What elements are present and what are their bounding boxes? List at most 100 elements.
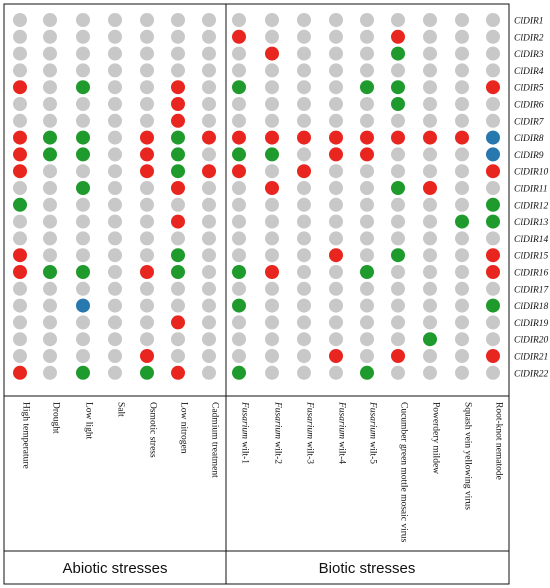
dot-cldir15-c1: [13, 248, 27, 263]
dot-cldir3-c8: [232, 46, 246, 61]
dot-cldir19-c16: [486, 315, 500, 330]
dot-cldir11-c14: [423, 181, 437, 195]
gene-label-cldir19: ClDIR19: [514, 319, 549, 329]
dot-cldir14-c7: [202, 231, 216, 246]
dot-cldir19-c14: [423, 315, 437, 330]
dot-cldir1-c14: [423, 13, 437, 27]
dot-cldir15-c11: [329, 248, 343, 263]
dot-cldir10-c13: [391, 164, 405, 179]
dot-cldir18-c13: [391, 298, 405, 313]
dot-cldir4-c16: [486, 63, 500, 78]
dot-cldir17-c2: [43, 281, 57, 296]
dot-cldir2-c1: [13, 29, 27, 44]
dot-cldir11-c1: [13, 181, 27, 195]
dot-cldir4-c14: [423, 63, 437, 78]
dot-cldir17-c13: [391, 281, 405, 296]
dot-cldir8-c16: [486, 130, 500, 145]
dot-cldir8-c15: [455, 130, 469, 145]
gene-label-cldir5: ClDIR5: [514, 84, 544, 94]
dot-cldir18-c1: [13, 298, 27, 313]
dot-cldir21-c10: [297, 349, 311, 363]
dot-cldir9-c2: [43, 147, 57, 162]
dot-cldir22-c13: [391, 365, 405, 380]
dot-cldir14-c9: [265, 231, 279, 246]
dot-cldir12-c9: [265, 197, 279, 212]
condition-label-16: Root-knot nematode: [494, 402, 504, 480]
dot-cldir14-c16: [486, 231, 500, 246]
dot-cldir12-c6: [171, 197, 185, 212]
dot-cldir10-c11: [329, 164, 343, 179]
dot-cldir22-c9: [265, 365, 279, 380]
dot-cldir22-c16: [486, 365, 500, 380]
dot-cldir12-c2: [43, 197, 57, 212]
dot-cldir11-c10: [297, 181, 311, 195]
dot-cldir2-c4: [108, 29, 122, 44]
dot-cldir15-c8: [232, 248, 246, 263]
dot-cldir18-c16: [486, 298, 500, 313]
dot-cldir20-c4: [108, 332, 122, 347]
gene-label-cldir2: ClDIR2: [514, 33, 544, 43]
dot-cldir8-c12: [360, 130, 374, 145]
dot-cldir21-c14: [423, 349, 437, 363]
dot-cldir3-c10: [297, 46, 311, 61]
dot-cldir12-c15: [455, 197, 469, 212]
dot-cldir19-c15: [455, 315, 469, 330]
dot-cldir20-c11: [329, 332, 343, 347]
dot-cldir12-c16: [486, 197, 500, 212]
dot-cldir1-c12: [360, 13, 374, 27]
dot-cldir7-c9: [265, 113, 279, 128]
dot-cldir21-c16: [486, 349, 500, 363]
condition-label-13: Cucumber green mottle mosaic virus: [399, 402, 409, 543]
dot-cldir17-c6: [171, 281, 185, 296]
dot-cldir2-c10: [297, 29, 311, 44]
dot-cldir18-c15: [455, 298, 469, 313]
dot-cldir22-c8: [232, 365, 246, 380]
dot-cldir12-c7: [202, 197, 216, 212]
dot-cldir22-c7: [202, 365, 216, 380]
dot-cldir1-c11: [329, 13, 343, 27]
dot-cldir10-c15: [455, 164, 469, 179]
dot-cldir15-c16: [486, 248, 500, 263]
gene-label-cldir14: ClDIR14: [514, 235, 549, 245]
dot-cldir7-c15: [455, 113, 469, 128]
group-label-biotic: Biotic stresses: [319, 560, 416, 577]
dot-cldir17-c10: [297, 281, 311, 296]
dot-cldir9-c16: [486, 147, 500, 162]
dot-cldir10-c6: [171, 164, 185, 179]
dot-cldir13-c6: [171, 214, 185, 229]
dot-cldir3-c3: [76, 46, 90, 61]
dot-cldir14-c13: [391, 231, 405, 246]
dot-cldir8-c10: [297, 130, 311, 145]
dot-cldir19-c2: [43, 315, 57, 330]
dot-cldir4-c15: [455, 63, 469, 78]
dot-cldir13-c2: [43, 214, 57, 229]
dot-cldir6-c7: [202, 97, 216, 111]
dot-cldir20-c2: [43, 332, 57, 347]
dot-cldir16-c6: [171, 265, 185, 279]
dot-cldir22-c11: [329, 365, 343, 380]
dot-cldir21-c1: [13, 349, 27, 363]
dot-cldir18-c11: [329, 298, 343, 313]
dot-cldir6-c3: [76, 97, 90, 111]
dot-cldir13-c13: [391, 214, 405, 229]
dot-cldir3-c15: [455, 46, 469, 61]
dot-cldir6-c9: [265, 97, 279, 111]
dot-cldir7-c6: [171, 113, 185, 128]
dot-cldir5-c5: [140, 80, 154, 95]
dot-cldir19-c12: [360, 315, 374, 330]
dot-cldir10-c2: [43, 164, 57, 179]
gene-label-cldir16: ClDIR16: [514, 269, 549, 279]
dot-cldir16-c8: [232, 265, 246, 279]
dot-cldir11-c13: [391, 181, 405, 195]
gene-label-cldir17: ClDIR17: [514, 285, 550, 295]
dot-cldir2-c8: [232, 29, 246, 44]
dot-cldir6-c6: [171, 97, 185, 111]
dot-cldir15-c12: [360, 248, 374, 263]
dot-cldir9-c5: [140, 147, 154, 162]
dot-cldir15-c15: [455, 248, 469, 263]
dot-cldir13-c12: [360, 214, 374, 229]
dot-cldir7-c8: [232, 113, 246, 128]
dot-cldir21-c6: [171, 349, 185, 363]
dot-cldir18-c2: [43, 298, 57, 313]
